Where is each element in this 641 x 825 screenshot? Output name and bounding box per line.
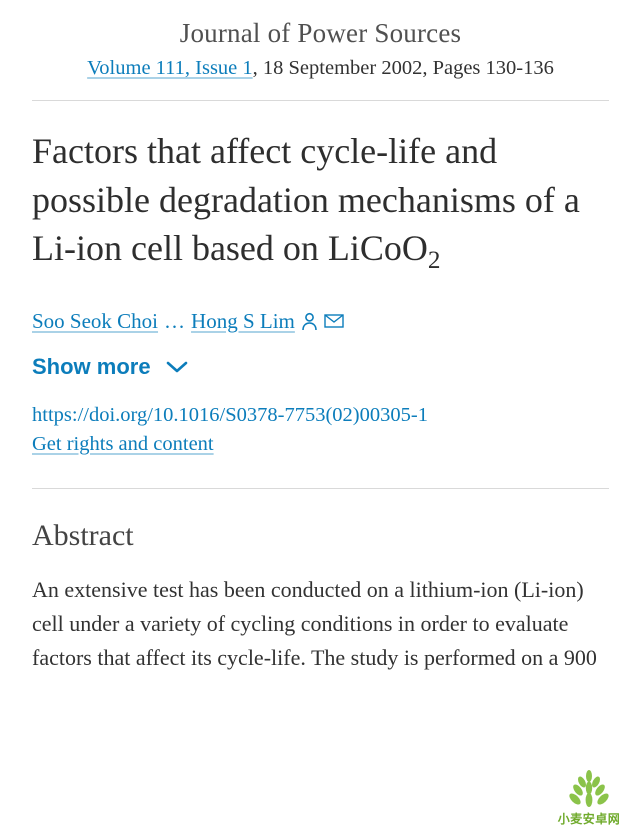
volume-issue-link[interactable]: Volume 111, Issue 1 <box>87 57 253 79</box>
watermark: 小麦安卓网 www.xmsigma.com <box>543 768 635 825</box>
show-more-label: Show more <box>32 354 151 380</box>
journal-name[interactable]: Journal of Power Sources <box>32 18 609 49</box>
title-subscript: 2 <box>428 247 441 274</box>
author-2[interactable]: Hong S Lim <box>191 309 295 334</box>
abstract-heading: Abstract <box>32 519 609 553</box>
rights-link[interactable]: Get rights and content <box>32 433 214 456</box>
journal-ref-line: Volume 111, Issue 1, 18 September 2002, … <box>32 57 609 80</box>
mail-icon[interactable] <box>324 314 344 328</box>
author-ellipsis: … <box>164 309 185 334</box>
wheat-logo-icon <box>566 768 612 808</box>
show-more-button[interactable]: Show more <box>32 354 189 380</box>
divider-bottom <box>32 488 609 489</box>
watermark-name: 小麦安卓网 <box>543 810 635 825</box>
abstract-body: An extensive test has been conducted on … <box>32 573 609 675</box>
date-pages: , 18 September 2002, Pages 130-136 <box>253 57 554 79</box>
author-1[interactable]: Soo Seok Choi <box>32 309 158 334</box>
links-block: https://doi.org/10.1016/S0378-7753(02)00… <box>32 404 609 456</box>
person-icon[interactable] <box>301 312 318 331</box>
divider-top <box>32 100 609 101</box>
title-text: Factors that affect cycle-life and possi… <box>32 131 580 268</box>
chevron-down-icon <box>165 360 189 374</box>
doi-link[interactable]: https://doi.org/10.1016/S0378-7753(02)00… <box>32 404 609 427</box>
authors-line: Soo Seok Choi … Hong S Lim <box>32 309 609 334</box>
journal-header: Journal of Power Sources Volume 111, Iss… <box>32 18 609 80</box>
article-title: Factors that affect cycle-life and possi… <box>32 127 609 273</box>
